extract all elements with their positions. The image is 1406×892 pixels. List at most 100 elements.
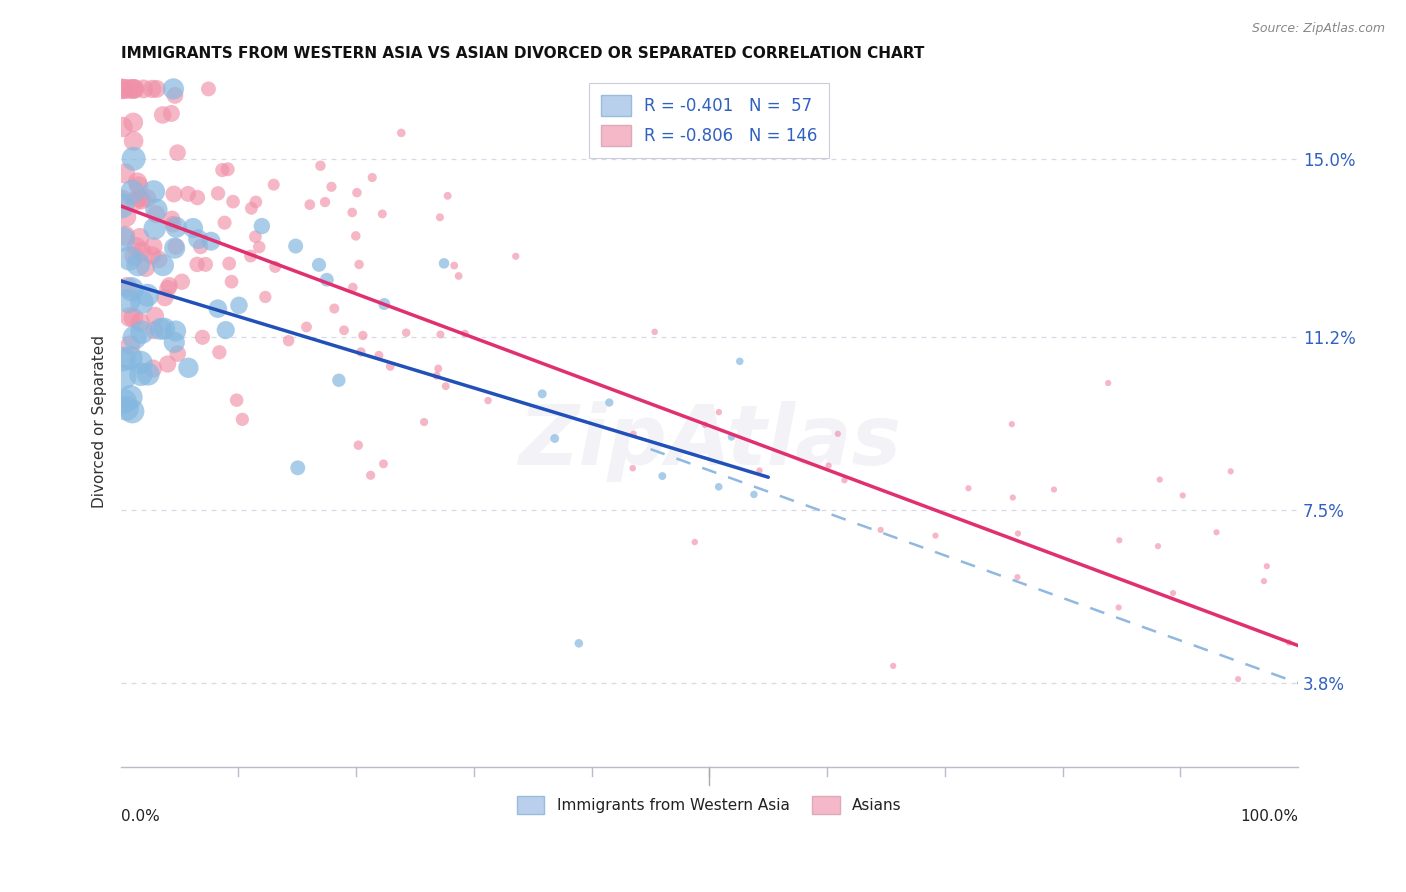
- Point: [165, 239, 187, 253]
- Point: [111, 82, 134, 96]
- Point: [131, 295, 153, 310]
- Point: [1205, 525, 1227, 540]
- Point: [1256, 559, 1278, 574]
- Point: [222, 194, 245, 209]
- Point: [115, 401, 138, 416]
- Point: [129, 355, 152, 369]
- Point: [163, 88, 186, 103]
- Point: [869, 523, 891, 537]
- Point: [194, 257, 217, 271]
- Point: [231, 412, 253, 426]
- Point: [122, 152, 145, 166]
- Point: [683, 535, 706, 549]
- Point: [413, 415, 436, 429]
- Point: [447, 268, 470, 283]
- Point: [162, 217, 184, 231]
- Point: [142, 361, 165, 376]
- Point: [207, 186, 229, 201]
- Point: [373, 297, 395, 311]
- Point: [1219, 464, 1241, 478]
- Point: [129, 368, 152, 382]
- Point: [321, 179, 343, 194]
- Point: [114, 167, 136, 181]
- Point: [156, 281, 179, 295]
- Point: [924, 529, 946, 543]
- Point: [323, 301, 346, 316]
- Point: [197, 82, 219, 96]
- Point: [309, 159, 332, 173]
- Text: Source: ZipAtlas.com: Source: ZipAtlas.com: [1251, 22, 1385, 36]
- Point: [1007, 570, 1029, 584]
- Point: [136, 288, 159, 302]
- Point: [127, 175, 149, 189]
- Point: [1161, 586, 1184, 600]
- Point: [128, 191, 150, 205]
- Point: [352, 328, 374, 343]
- Point: [181, 221, 204, 235]
- Point: [122, 115, 145, 129]
- Point: [111, 120, 134, 134]
- Point: [228, 298, 250, 312]
- Point: [827, 426, 849, 441]
- Point: [131, 193, 153, 207]
- Point: [145, 82, 167, 96]
- Point: [427, 361, 450, 376]
- Point: [124, 82, 146, 96]
- Point: [153, 321, 176, 335]
- Point: [742, 487, 765, 501]
- Point: [342, 280, 364, 294]
- Point: [368, 348, 391, 362]
- Point: [121, 404, 143, 418]
- Point: [395, 326, 418, 340]
- Point: [720, 430, 742, 444]
- Point: [125, 240, 148, 254]
- Point: [163, 335, 186, 350]
- Point: [145, 207, 167, 221]
- Point: [344, 228, 367, 243]
- Point: [170, 275, 193, 289]
- Point: [129, 315, 152, 329]
- Point: [118, 252, 141, 266]
- Point: [373, 457, 395, 471]
- Point: [544, 432, 567, 446]
- Point: [1149, 473, 1171, 487]
- Point: [136, 367, 159, 381]
- Point: [693, 417, 716, 432]
- Point: [118, 310, 141, 324]
- Point: [287, 460, 309, 475]
- Point: [208, 345, 231, 359]
- Point: [621, 461, 644, 475]
- Point: [834, 473, 856, 487]
- Point: [247, 240, 270, 254]
- Point: [111, 193, 134, 207]
- Point: [218, 256, 240, 270]
- Point: [225, 393, 247, 408]
- Point: [350, 345, 373, 359]
- Text: ZipAtlas: ZipAtlas: [517, 401, 901, 483]
- Text: IMMIGRANTS FROM WESTERN ASIA VS ASIAN DIVORCED OR SEPARATED CORRELATION CHART: IMMIGRANTS FROM WESTERN ASIA VS ASIAN DI…: [121, 46, 924, 62]
- Point: [707, 480, 730, 494]
- Point: [389, 126, 412, 140]
- Point: [115, 210, 138, 224]
- Point: [117, 293, 139, 308]
- Point: [131, 325, 153, 339]
- Point: [163, 187, 186, 202]
- Point: [1001, 417, 1024, 432]
- Point: [142, 239, 165, 253]
- Point: [568, 636, 591, 650]
- Point: [882, 659, 904, 673]
- Point: [207, 301, 229, 316]
- Point: [263, 178, 285, 192]
- Point: [1278, 635, 1301, 649]
- Point: [187, 232, 209, 246]
- Point: [114, 228, 136, 243]
- Point: [360, 468, 382, 483]
- Point: [111, 82, 134, 96]
- Point: [957, 481, 980, 495]
- Point: [217, 162, 239, 177]
- Point: [426, 368, 449, 383]
- Point: [295, 320, 318, 334]
- Point: [157, 278, 180, 293]
- Point: [125, 194, 148, 208]
- Point: [114, 394, 136, 409]
